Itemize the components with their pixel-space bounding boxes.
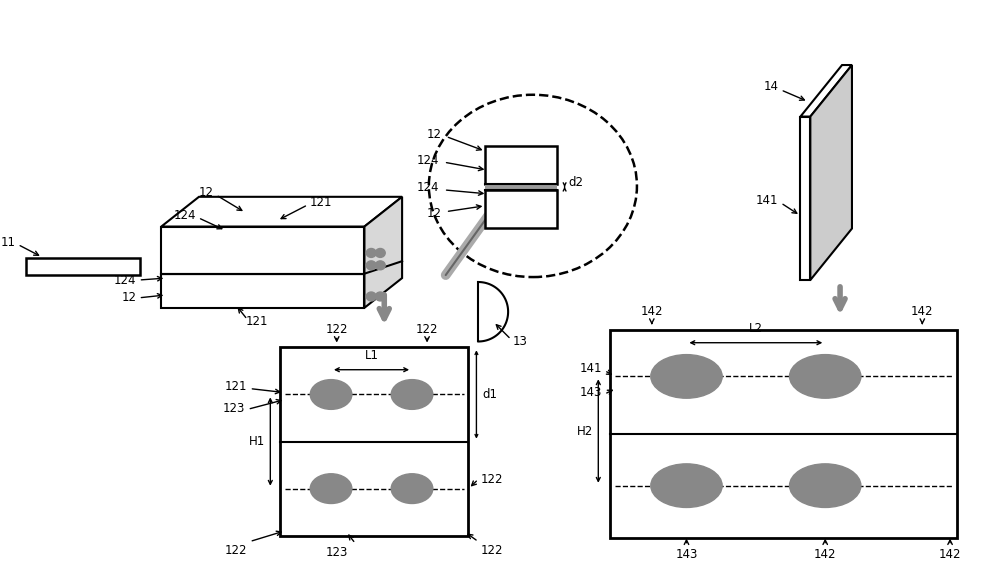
Polygon shape bbox=[800, 65, 852, 116]
Bar bbox=[610, 329, 957, 538]
Text: 124: 124 bbox=[416, 154, 439, 166]
Ellipse shape bbox=[391, 474, 433, 503]
Ellipse shape bbox=[366, 261, 376, 270]
Text: 122: 122 bbox=[480, 544, 503, 557]
Ellipse shape bbox=[391, 380, 433, 409]
Text: 12: 12 bbox=[199, 186, 214, 200]
Bar bbox=[280, 348, 468, 536]
Text: d2: d2 bbox=[569, 177, 584, 189]
Text: 12: 12 bbox=[122, 291, 137, 304]
Text: 142: 142 bbox=[814, 548, 836, 560]
Text: 122: 122 bbox=[416, 323, 438, 336]
Bar bbox=[26, 258, 140, 275]
Polygon shape bbox=[161, 197, 402, 226]
Bar bbox=[485, 146, 557, 184]
Text: 141: 141 bbox=[756, 194, 779, 207]
Polygon shape bbox=[478, 282, 508, 341]
Text: 122: 122 bbox=[480, 473, 503, 486]
Bar bbox=[485, 190, 557, 227]
Text: 122: 122 bbox=[225, 544, 248, 557]
Text: L2: L2 bbox=[749, 322, 763, 335]
Text: 121: 121 bbox=[310, 196, 332, 209]
Text: H1: H1 bbox=[249, 435, 265, 448]
Bar bbox=[161, 226, 364, 274]
Ellipse shape bbox=[790, 464, 861, 507]
Ellipse shape bbox=[790, 355, 861, 398]
Ellipse shape bbox=[375, 292, 385, 301]
Text: 123: 123 bbox=[326, 545, 348, 559]
Text: 141: 141 bbox=[580, 362, 602, 375]
Text: 121: 121 bbox=[225, 380, 248, 393]
Polygon shape bbox=[364, 197, 402, 308]
Ellipse shape bbox=[651, 355, 722, 398]
Text: 142: 142 bbox=[939, 548, 961, 560]
Text: 142: 142 bbox=[641, 305, 663, 317]
Text: L1: L1 bbox=[365, 349, 379, 362]
Text: 11: 11 bbox=[1, 236, 16, 249]
Text: H2: H2 bbox=[577, 425, 593, 438]
Ellipse shape bbox=[366, 292, 376, 301]
Text: 124: 124 bbox=[416, 181, 439, 194]
Text: 123: 123 bbox=[223, 402, 246, 415]
Text: 142: 142 bbox=[911, 305, 934, 317]
Bar bbox=[485, 184, 557, 190]
Ellipse shape bbox=[375, 249, 385, 258]
Text: 12: 12 bbox=[427, 128, 442, 141]
Bar bbox=[161, 274, 364, 308]
Ellipse shape bbox=[366, 249, 376, 258]
Text: 143: 143 bbox=[675, 548, 698, 560]
Text: d1: d1 bbox=[482, 388, 497, 401]
Ellipse shape bbox=[651, 464, 722, 507]
Text: 13: 13 bbox=[513, 335, 528, 348]
Text: 12: 12 bbox=[427, 207, 442, 220]
Ellipse shape bbox=[310, 380, 352, 409]
Text: 124: 124 bbox=[114, 274, 137, 287]
Text: 143: 143 bbox=[580, 386, 602, 399]
Text: 14: 14 bbox=[764, 80, 779, 93]
Ellipse shape bbox=[429, 95, 637, 277]
Ellipse shape bbox=[310, 474, 352, 503]
Text: 124: 124 bbox=[173, 209, 196, 222]
Ellipse shape bbox=[375, 261, 385, 270]
Polygon shape bbox=[810, 65, 852, 280]
Bar bbox=[800, 116, 810, 280]
Text: 122: 122 bbox=[325, 323, 348, 336]
Text: 121: 121 bbox=[246, 315, 268, 328]
